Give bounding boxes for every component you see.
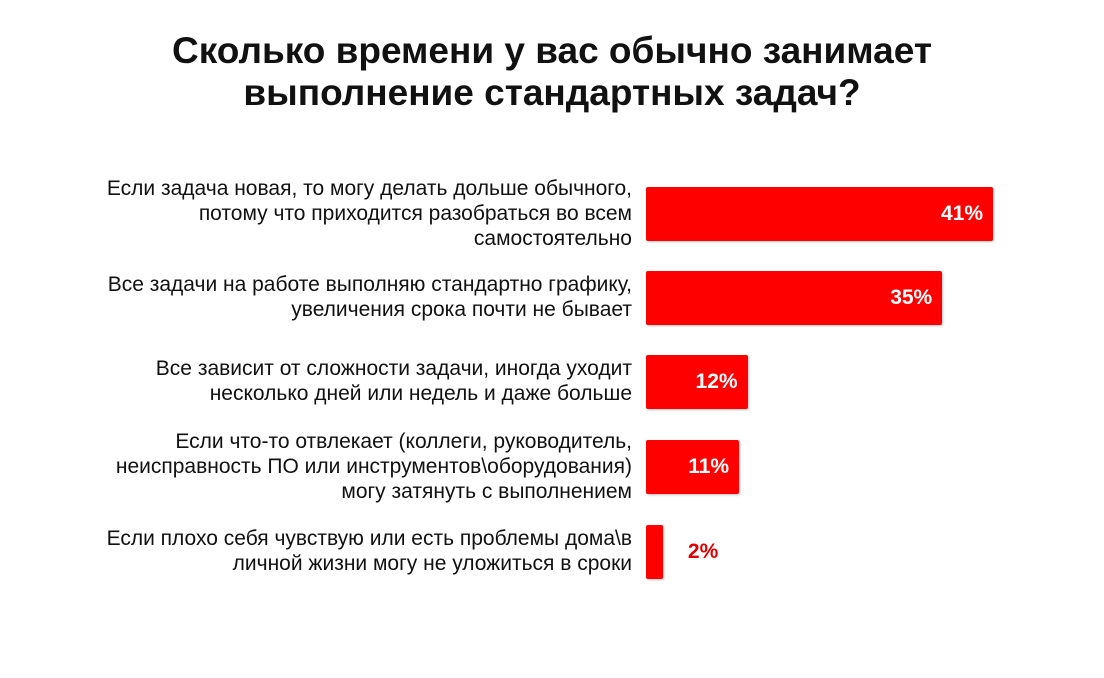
bar	[646, 271, 943, 325]
category-label: Если задача новая, то могу делать дольше…	[107, 176, 632, 251]
category-label-line: Если задача новая, то могу делать дольше…	[106, 176, 632, 200]
bar-value-label: 41%	[940, 202, 983, 225]
category-label-line: неисправность ПО или инструментов\оборуд…	[115, 454, 632, 478]
category-label-line: увеличения срока почти не бывает	[291, 298, 632, 321]
category-label-line: могу затянуть с выполнением	[341, 479, 632, 503]
category-label: Все задачи на работе выполняю стандартно…	[108, 272, 632, 322]
category-label: Все зависит от сложности задачи, иногда …	[156, 356, 632, 406]
chart-title-line-2: выполнение стандартных задач?	[243, 72, 861, 113]
category-label-line: Все задачи на работе выполняю стандартно…	[107, 273, 632, 296]
category-label-line: несколько дней или недель и даже больше	[209, 382, 632, 405]
category-label-line: потому что приходится разобраться во все…	[198, 201, 632, 225]
chart-title: Сколько времени у вас обычно занимает вы…	[0, 30, 1104, 114]
category-label-line: Если что-то отвлекает (коллеги, руководи…	[175, 429, 632, 453]
category-label: Если что-то отвлекает (коллеги, руководи…	[116, 429, 632, 504]
bar-value-label: 12%	[695, 370, 738, 393]
category-label-line: самостоятельно	[473, 226, 632, 250]
bar-value-label: 2%	[687, 540, 719, 563]
bar	[646, 355, 748, 409]
bar-value-label: 11%	[688, 455, 730, 478]
bar	[646, 525, 663, 579]
category-label-line: Все зависит от сложности задачи, иногда …	[155, 357, 632, 380]
bar	[646, 440, 740, 494]
bar-value-label: 35%	[890, 286, 933, 309]
category-label-line: личной жизни могу не уложиться в сроки	[232, 552, 632, 575]
category-label: Если плохо себя чувствую или есть пробле…	[107, 526, 632, 576]
bar	[646, 187, 993, 241]
chart-title-line-1: Сколько времени у вас обычно занимает	[172, 30, 932, 71]
category-label-line: Если плохо себя чувствую или есть пробле…	[106, 527, 632, 550]
